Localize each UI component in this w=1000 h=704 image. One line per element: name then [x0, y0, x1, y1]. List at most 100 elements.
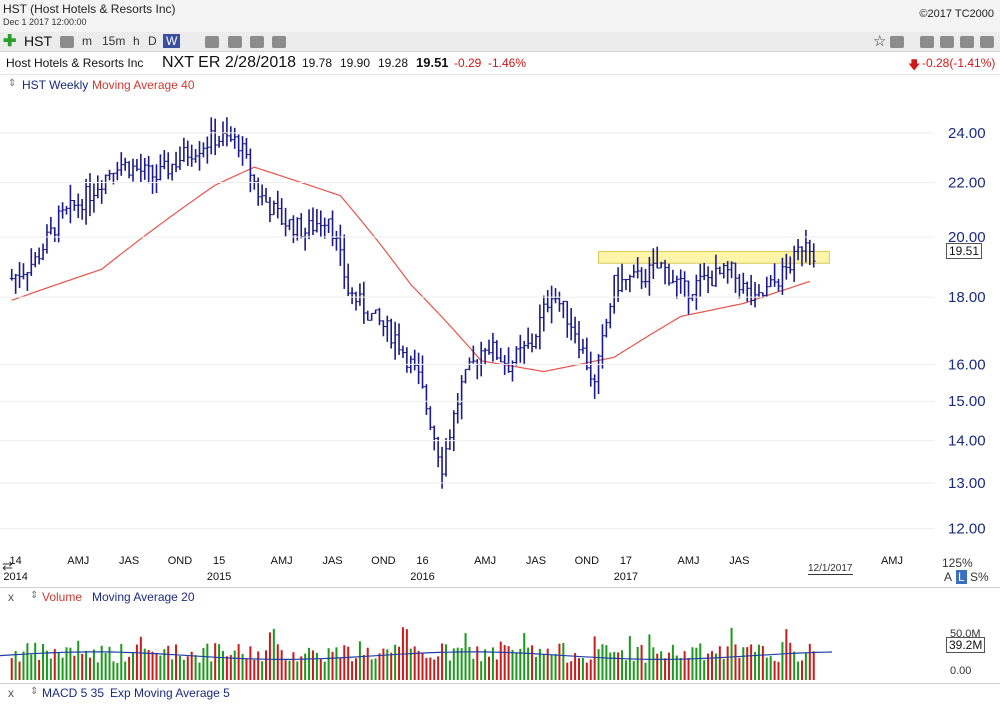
legend-price-series[interactable]: HST Weekly [22, 78, 89, 92]
add-symbol-icon[interactable]: ✚ [3, 33, 17, 50]
price-bar [131, 158, 136, 182]
sizing-icon[interactable] [920, 36, 934, 48]
price-bar [631, 264, 636, 278]
price-bar [275, 190, 280, 219]
price-bar [600, 324, 605, 369]
price-bar [487, 339, 492, 355]
legend-ma40[interactable]: Moving Average 40 [92, 78, 195, 92]
grid-icon[interactable] [228, 36, 242, 48]
price-bar [604, 318, 609, 338]
price-bar [357, 283, 362, 306]
quote-change-pct: -1.46% [488, 56, 527, 70]
window-icon[interactable] [980, 36, 994, 48]
timeframe-d[interactable]: D [148, 34, 157, 48]
price-bar [459, 375, 464, 420]
price-bar [573, 316, 578, 344]
price-bar [498, 347, 503, 363]
y-tick-label: 24.00 [948, 125, 986, 142]
price-bar [213, 118, 218, 156]
price-bar [690, 294, 695, 302]
price-bar [549, 285, 554, 324]
date-marker: 12/1/2017 [808, 563, 853, 575]
price-bar [463, 368, 468, 384]
text-icon[interactable] [940, 36, 954, 48]
star-icon[interactable]: ☆ [873, 33, 887, 50]
scale-mode-s[interactable]: S% [970, 570, 989, 584]
price-bar [635, 257, 640, 279]
timeframe-h[interactable]: h [133, 34, 140, 48]
timeframe-15m[interactable]: 15m [102, 34, 126, 48]
price-bar [25, 271, 30, 291]
price-bar [647, 256, 652, 296]
expand-macd-icon[interactable]: ⇕ [30, 686, 39, 697]
bars-icon[interactable] [205, 36, 219, 48]
price-bar [256, 177, 261, 206]
price-bar [666, 263, 671, 286]
price-bar [279, 198, 284, 225]
scale-mode-a[interactable]: A [944, 570, 953, 584]
price-bar [154, 164, 159, 194]
price-bar [307, 209, 312, 240]
price-axis: 24.00 22.00 20.00 18.00 16.00 15.00 14.00 13.00… [0, 125, 986, 538]
watchlist-icon[interactable] [890, 36, 904, 48]
price-bar [627, 274, 632, 293]
x-tick-label: JAS [322, 555, 342, 567]
zoom-level[interactable]: 125% [942, 556, 973, 570]
x-tick-label: AMJ [67, 555, 89, 567]
price-bar [729, 261, 734, 279]
price-bar [721, 262, 726, 279]
x-tick-label: JAS [526, 555, 546, 567]
expand-icon[interactable]: ⇕ [8, 78, 17, 89]
x-tick-label: 16 [416, 555, 428, 567]
close-volume-icon[interactable]: x [8, 590, 14, 604]
price-bar [424, 384, 429, 415]
price-bar [303, 227, 308, 251]
price-bar [236, 134, 241, 158]
minimize-icon[interactable] [960, 36, 974, 48]
price-bar [756, 284, 761, 298]
price-bar [87, 173, 92, 217]
legend-macd[interactable]: MACD 5 35 [42, 686, 105, 700]
price-bar [177, 146, 182, 170]
chart-style-icon[interactable] [60, 36, 74, 48]
legend-volume[interactable]: Volume [42, 590, 83, 604]
expand-volume-icon[interactable]: ⇕ [30, 590, 39, 601]
volume-axis-top: 50.0M [950, 628, 981, 640]
price-bar [443, 438, 448, 477]
scale-mode-l[interactable]: L [956, 570, 967, 584]
timeframe-m[interactable]: m [82, 34, 92, 48]
price-bar [267, 196, 272, 223]
quote-low: 19.28 [378, 56, 409, 70]
price-bar [381, 320, 386, 337]
eraser-icon[interactable] [272, 36, 286, 48]
volume-layer [0, 627, 833, 680]
legend-macd-ema[interactable]: Exp Moving Average 5 [110, 686, 230, 700]
price-bar [717, 266, 722, 275]
y-tick-label: 20.00 [948, 229, 986, 246]
price-bar [455, 392, 460, 424]
price-bar [91, 183, 96, 213]
price-bar [41, 243, 46, 261]
close-macd-icon[interactable]: x [8, 686, 14, 700]
x-tick-label: 15 [213, 555, 225, 567]
price-bar [753, 281, 758, 308]
legend-volume-ma[interactable]: Moving Average 20 [92, 590, 195, 604]
title-bar: HST (Host Hotels & Resorts Inc) Dec 1 20… [0, 0, 1000, 32]
price-bar [80, 199, 85, 220]
price-bar [745, 281, 750, 302]
price-bar [557, 291, 562, 312]
x-year-label: 2014 [3, 571, 27, 583]
symbol-field[interactable]: HST [24, 33, 52, 49]
price-bar [764, 276, 769, 297]
price-bar [244, 137, 249, 159]
refresh-icon[interactable]: ⇄ [2, 558, 13, 573]
price-bar [162, 150, 167, 170]
price-bar [682, 271, 687, 298]
price-bar [432, 425, 437, 451]
timeframe-w[interactable]: W [163, 34, 181, 48]
price-bar [123, 157, 128, 171]
price-bar [776, 278, 781, 292]
panel-divider [0, 587, 1000, 588]
price-bar [146, 155, 151, 184]
draw-icon[interactable] [250, 36, 264, 48]
